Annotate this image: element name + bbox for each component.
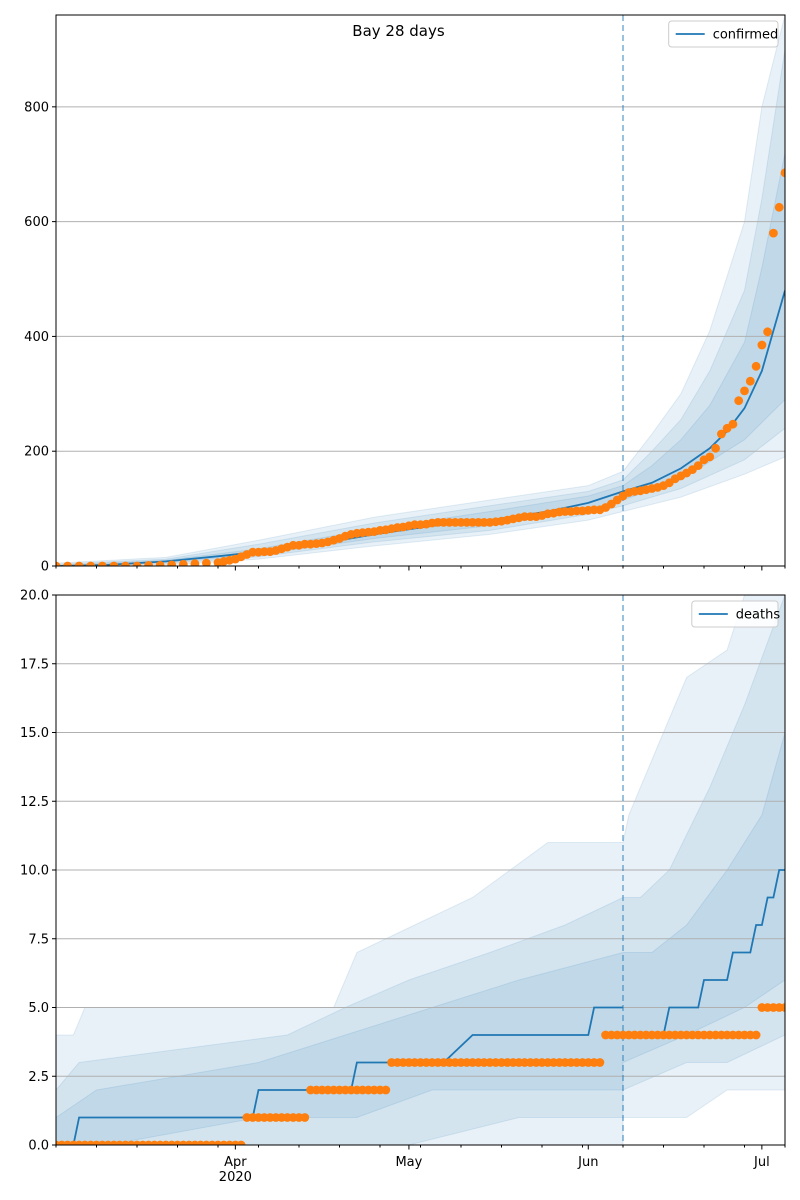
y-tick-label-1: 2.5 xyxy=(28,1070,49,1085)
confirmed-y-axis: 0 200 400 600 800 xyxy=(24,100,56,575)
y-tick-label-1: 200 xyxy=(24,445,49,460)
observed-point-7 xyxy=(132,561,142,566)
observed-point-103 xyxy=(728,419,738,429)
observed-point-109 xyxy=(763,327,772,337)
uncertainty-band-2 xyxy=(56,49,785,566)
y-tick-label-6: 15.0 xyxy=(20,726,49,741)
uncertainty-band-3 xyxy=(56,152,785,566)
observed-point-6 xyxy=(121,561,130,566)
observed-point-126 xyxy=(780,1003,785,1012)
x-tick-label-3: Jul xyxy=(753,1155,770,1170)
confirmed-panel: 0 200 400 600 800 Bay 28 days confirmed xyxy=(24,14,795,575)
observed-point-12 xyxy=(190,559,200,566)
y-tick-label-0: 0.0 xyxy=(28,1139,49,1154)
deaths-y-axis: 0.0 2.5 5.0 7.5 10.0 12.5 15.0 17.5 20.0 xyxy=(20,589,56,1154)
observed-point-106 xyxy=(745,376,755,386)
x-tick-label-2: Jun xyxy=(577,1155,598,1170)
observed-point-0 xyxy=(56,561,61,566)
deaths-legend: deaths xyxy=(691,600,781,628)
observed-point-111 xyxy=(774,202,784,212)
observed-point-112 xyxy=(780,168,785,178)
observed-point-101 xyxy=(717,429,726,439)
confirmed-gridlines xyxy=(56,106,785,452)
y-tick-label-5: 12.5 xyxy=(20,795,49,810)
confirmed-legend: confirmed xyxy=(668,20,779,48)
confirmed-legend-label: confirmed xyxy=(713,28,779,43)
observed-point-97 xyxy=(693,461,703,470)
chart-title: Bay 28 days xyxy=(352,22,445,40)
observed-point-4 xyxy=(97,561,107,566)
confirmed-observed-points xyxy=(56,153,795,566)
deaths-legend-label: deaths xyxy=(736,608,781,623)
y-tick-label-7: 17.5 xyxy=(20,657,49,672)
observed-point-10 xyxy=(167,560,177,566)
x-tick-label-0: Apr xyxy=(224,1155,247,1170)
observed-point-104 xyxy=(734,396,744,406)
x-tick-sublabel-0: 2020 xyxy=(219,1170,252,1185)
observed-point-57 xyxy=(381,1085,391,1095)
observed-point-32 xyxy=(236,1140,246,1145)
observed-point-5 xyxy=(109,561,119,566)
observed-point-121 xyxy=(751,1030,761,1040)
observed-point-94 xyxy=(595,1058,605,1067)
y-tick-label-2: 400 xyxy=(24,330,49,345)
confirmed-median-line xyxy=(56,290,785,566)
observed-point-100 xyxy=(711,443,720,453)
observed-point-13 xyxy=(202,558,211,566)
y-tick-label-3: 7.5 xyxy=(28,932,49,947)
uncertainty-band-1 xyxy=(56,15,785,566)
confirmed-legend-box xyxy=(668,20,779,48)
confirmed-uncertainty-bands xyxy=(56,15,785,566)
observed-point-113 xyxy=(786,153,795,162)
observed-point-105 xyxy=(740,386,749,396)
observed-point-108 xyxy=(757,340,767,350)
observed-point-11 xyxy=(178,559,188,566)
y-tick-label-8: 20.0 xyxy=(20,589,49,604)
deaths-legend-box xyxy=(691,600,779,628)
observed-point-1 xyxy=(63,561,72,566)
observed-point-2 xyxy=(74,561,84,566)
observed-point-43 xyxy=(300,1113,310,1122)
y-tick-label-3: 600 xyxy=(24,215,49,230)
y-tick-label-4: 800 xyxy=(24,100,49,115)
y-tick-label-4: 10.0 xyxy=(20,864,49,879)
deaths-panel: 0.0 2.5 5.0 7.5 10.0 12.5 15.0 17.5 20.0 Apr2020… xyxy=(20,589,786,1185)
observed-point-110 xyxy=(769,228,778,238)
observed-point-107 xyxy=(751,361,761,371)
confirmed-x-axis xyxy=(55,566,786,571)
observed-point-9 xyxy=(155,561,165,566)
deaths-observed-points xyxy=(56,1003,785,1145)
observed-point-8 xyxy=(144,561,153,566)
y-tick-label-0: 0 xyxy=(41,560,49,575)
observed-point-99 xyxy=(705,452,715,462)
uncertainty-band-3 xyxy=(56,732,785,1145)
y-tick-label-2: 5.0 xyxy=(28,1001,49,1016)
x-tick-label-1: May xyxy=(395,1155,422,1170)
observed-point-3 xyxy=(86,561,96,566)
